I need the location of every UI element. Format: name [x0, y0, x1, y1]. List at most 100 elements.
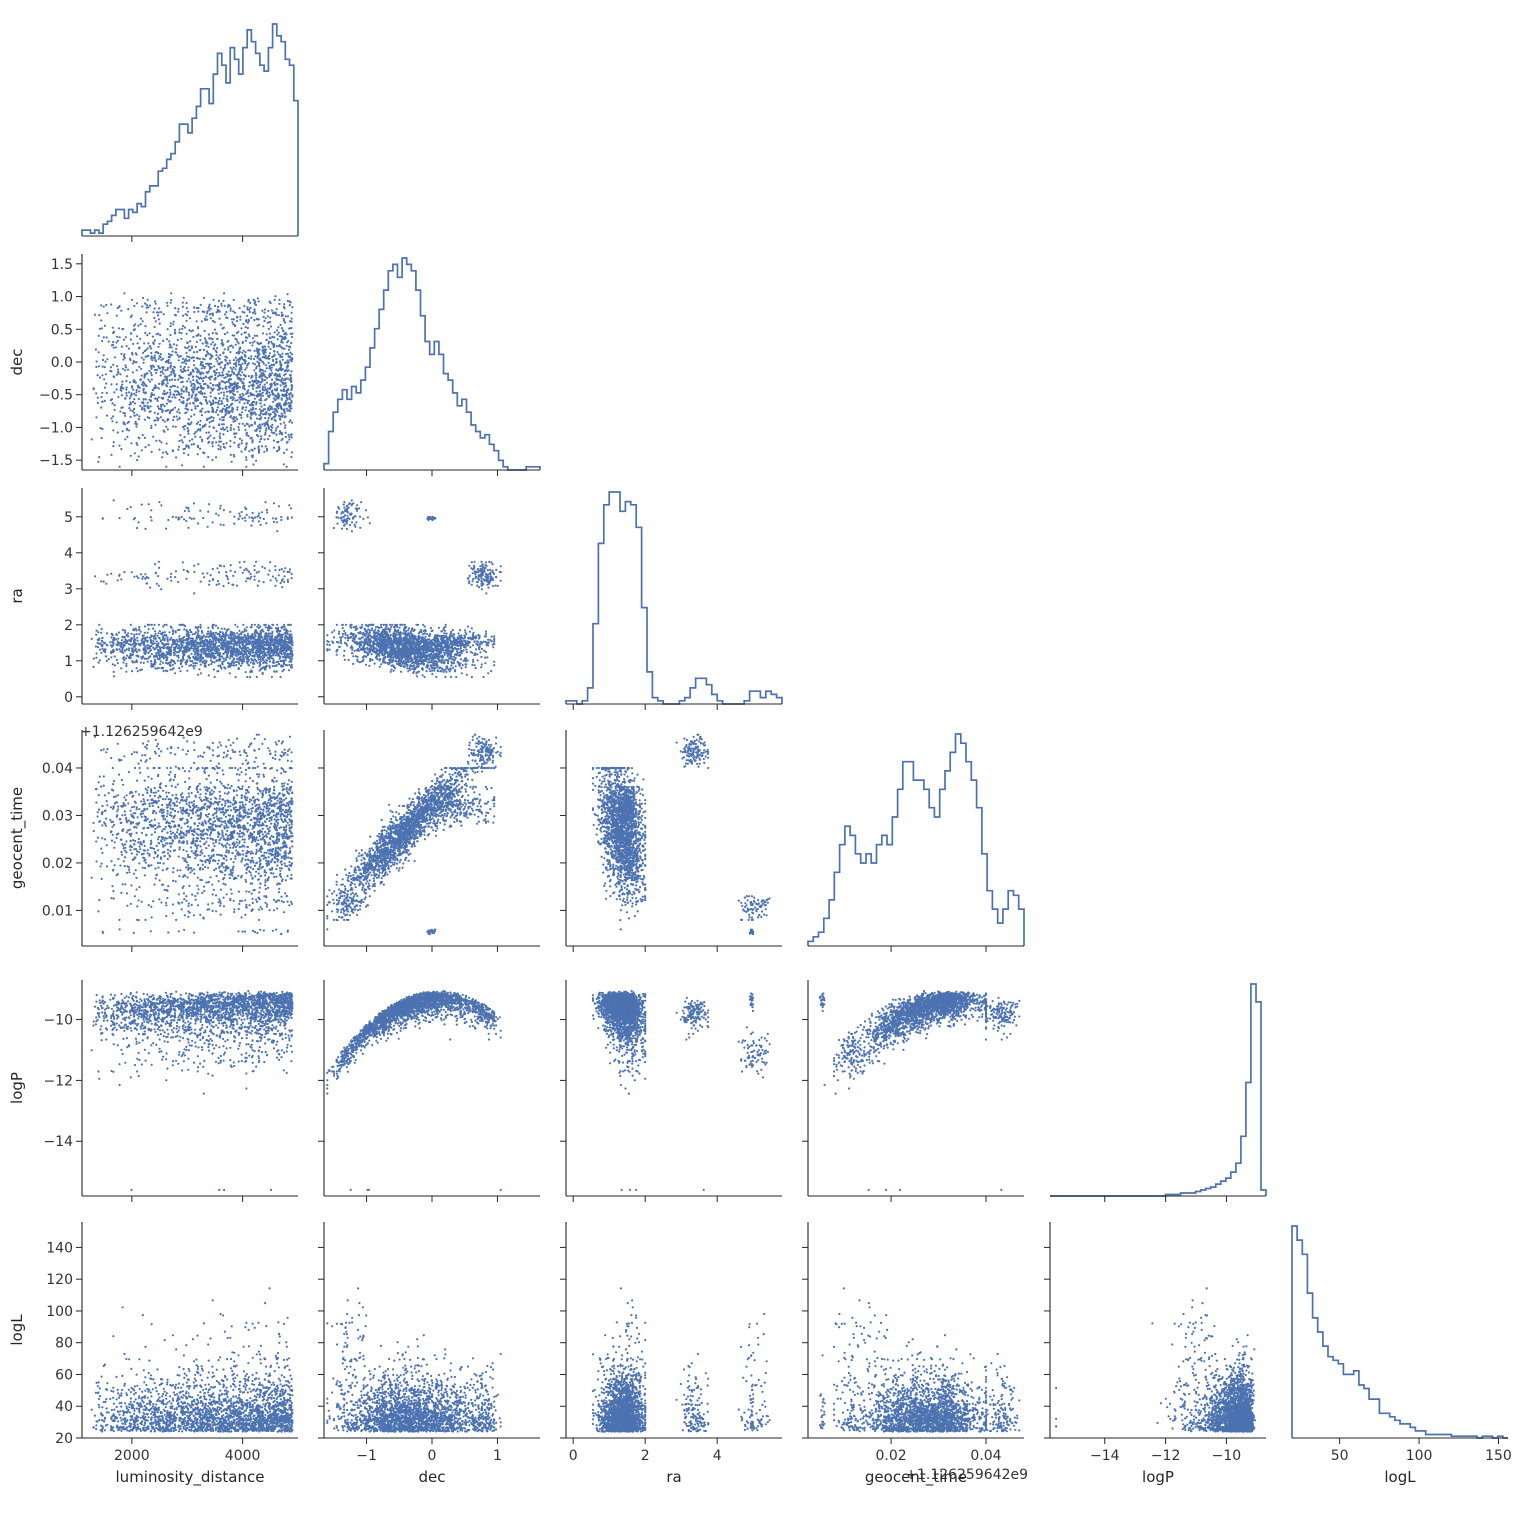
scatter-point	[263, 623, 266, 627]
scatter-point	[238, 644, 241, 647]
scatter-point	[190, 652, 193, 655]
scatter-point	[270, 309, 273, 312]
scatter-point	[165, 642, 168, 646]
scatter-point	[254, 363, 257, 366]
scatter-point	[250, 669, 253, 672]
scatter-point	[274, 295, 277, 298]
scatter-point	[281, 414, 284, 417]
scatter-point	[169, 325, 172, 328]
scatter-point	[161, 403, 164, 406]
scatter-point	[161, 368, 165, 371]
scatter-point	[141, 320, 144, 323]
scatter-point	[143, 418, 146, 421]
scatter-point	[227, 370, 230, 373]
scatter-point	[261, 628, 264, 631]
scatter-point	[201, 657, 204, 660]
y-tick-label: −1.0	[39, 420, 73, 436]
scatter-point	[128, 403, 131, 406]
scatter-point	[137, 397, 140, 401]
scatter-point	[256, 625, 259, 628]
scatter-point	[179, 365, 182, 368]
scatter-point	[131, 659, 134, 663]
scatter-point	[279, 650, 282, 653]
scatter-point	[224, 667, 227, 670]
scatter-point	[192, 335, 195, 338]
scatter-point	[135, 667, 138, 670]
scatter-point	[250, 658, 253, 661]
scatter-point	[287, 669, 291, 672]
scatter-point	[220, 410, 224, 413]
scatter-point	[97, 460, 100, 463]
scatter-point	[264, 417, 267, 420]
scatter-point	[193, 306, 196, 309]
scatter-point	[243, 402, 246, 405]
scatter-point	[138, 649, 141, 652]
scatter-point	[177, 656, 180, 659]
scatter-point	[234, 361, 238, 364]
scatter-point	[184, 362, 188, 365]
scatter-point	[277, 653, 280, 657]
scatter-point	[205, 371, 208, 374]
scatter-point	[286, 409, 289, 412]
scatter-point	[344, 631, 347, 635]
scatter-point	[117, 327, 121, 330]
scatter-point	[190, 384, 193, 387]
scatter-point	[97, 661, 100, 664]
scatter-point	[271, 392, 274, 395]
scatter-point	[185, 519, 188, 523]
scatter-point	[286, 293, 289, 296]
scatter-point	[142, 661, 145, 665]
scatter-point	[145, 657, 148, 660]
scatter-point	[263, 638, 266, 641]
scatter-point	[269, 635, 272, 639]
scatter-point	[182, 655, 185, 658]
scatter-point	[120, 352, 123, 355]
scatter-point	[134, 323, 137, 326]
scatter-point	[146, 347, 149, 350]
scatter-point	[260, 667, 263, 670]
scatter-point	[234, 356, 237, 359]
scatter-point	[156, 419, 160, 422]
scatter-point	[199, 390, 203, 393]
scatter-point	[182, 568, 185, 572]
scatter-point	[480, 663, 483, 666]
scatter-point	[144, 527, 147, 531]
scatter-point	[290, 451, 293, 454]
scatter-point	[198, 656, 201, 659]
scatter-point	[185, 444, 188, 447]
scatter-point	[435, 675, 438, 679]
scatter-point	[229, 366, 232, 369]
panel-ra-vs-dec	[318, 488, 540, 710]
scatter-point	[183, 646, 186, 649]
scatter-point	[279, 640, 282, 644]
scatter-point	[194, 345, 197, 348]
scatter-point	[259, 375, 262, 378]
scatter-point	[240, 658, 243, 662]
scatter-point	[264, 433, 267, 436]
scatter-point	[100, 327, 103, 330]
scatter-point	[272, 397, 275, 400]
scatter-point	[161, 633, 164, 636]
scatter-point	[355, 521, 358, 524]
scatter-point	[198, 357, 201, 360]
scatter-point	[217, 413, 220, 416]
scatter-point	[288, 653, 291, 656]
scatter-point	[290, 353, 293, 356]
scatter-point	[217, 299, 221, 302]
scatter-point	[174, 662, 177, 665]
scatter-point	[123, 631, 127, 634]
scatter-point	[238, 443, 241, 446]
scatter-point	[153, 623, 156, 626]
scatter-point	[205, 655, 208, 658]
scatter-point	[279, 418, 282, 421]
scatter-point	[237, 517, 240, 520]
scatter-point	[100, 627, 103, 631]
scatter-point	[223, 404, 226, 408]
scatter-point	[287, 361, 290, 364]
scatter-point	[229, 510, 232, 513]
scatter-point	[275, 368, 278, 371]
scatter-point	[248, 399, 251, 402]
scatter-point	[269, 579, 272, 582]
scatter-point	[119, 645, 122, 648]
scatter-point	[260, 372, 263, 375]
